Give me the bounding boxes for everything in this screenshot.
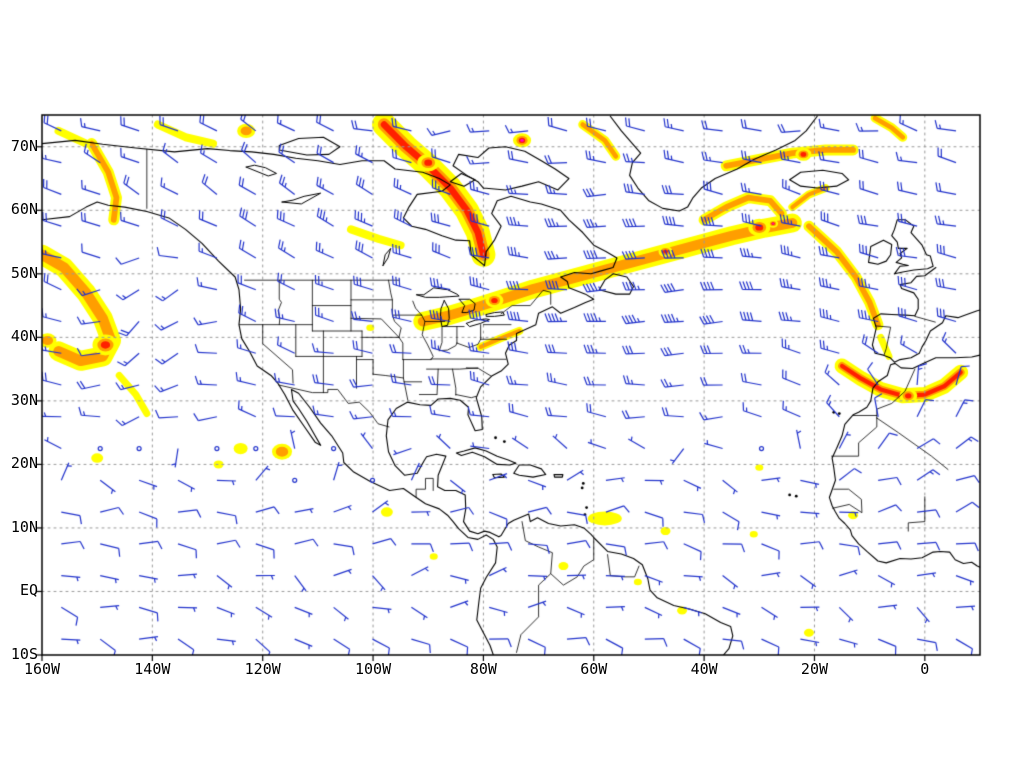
weather-chart-page: 18Z17JAN2026 navgem 500mb relative vorti… xyxy=(0,0,1024,768)
map-canvas xyxy=(0,0,1024,768)
